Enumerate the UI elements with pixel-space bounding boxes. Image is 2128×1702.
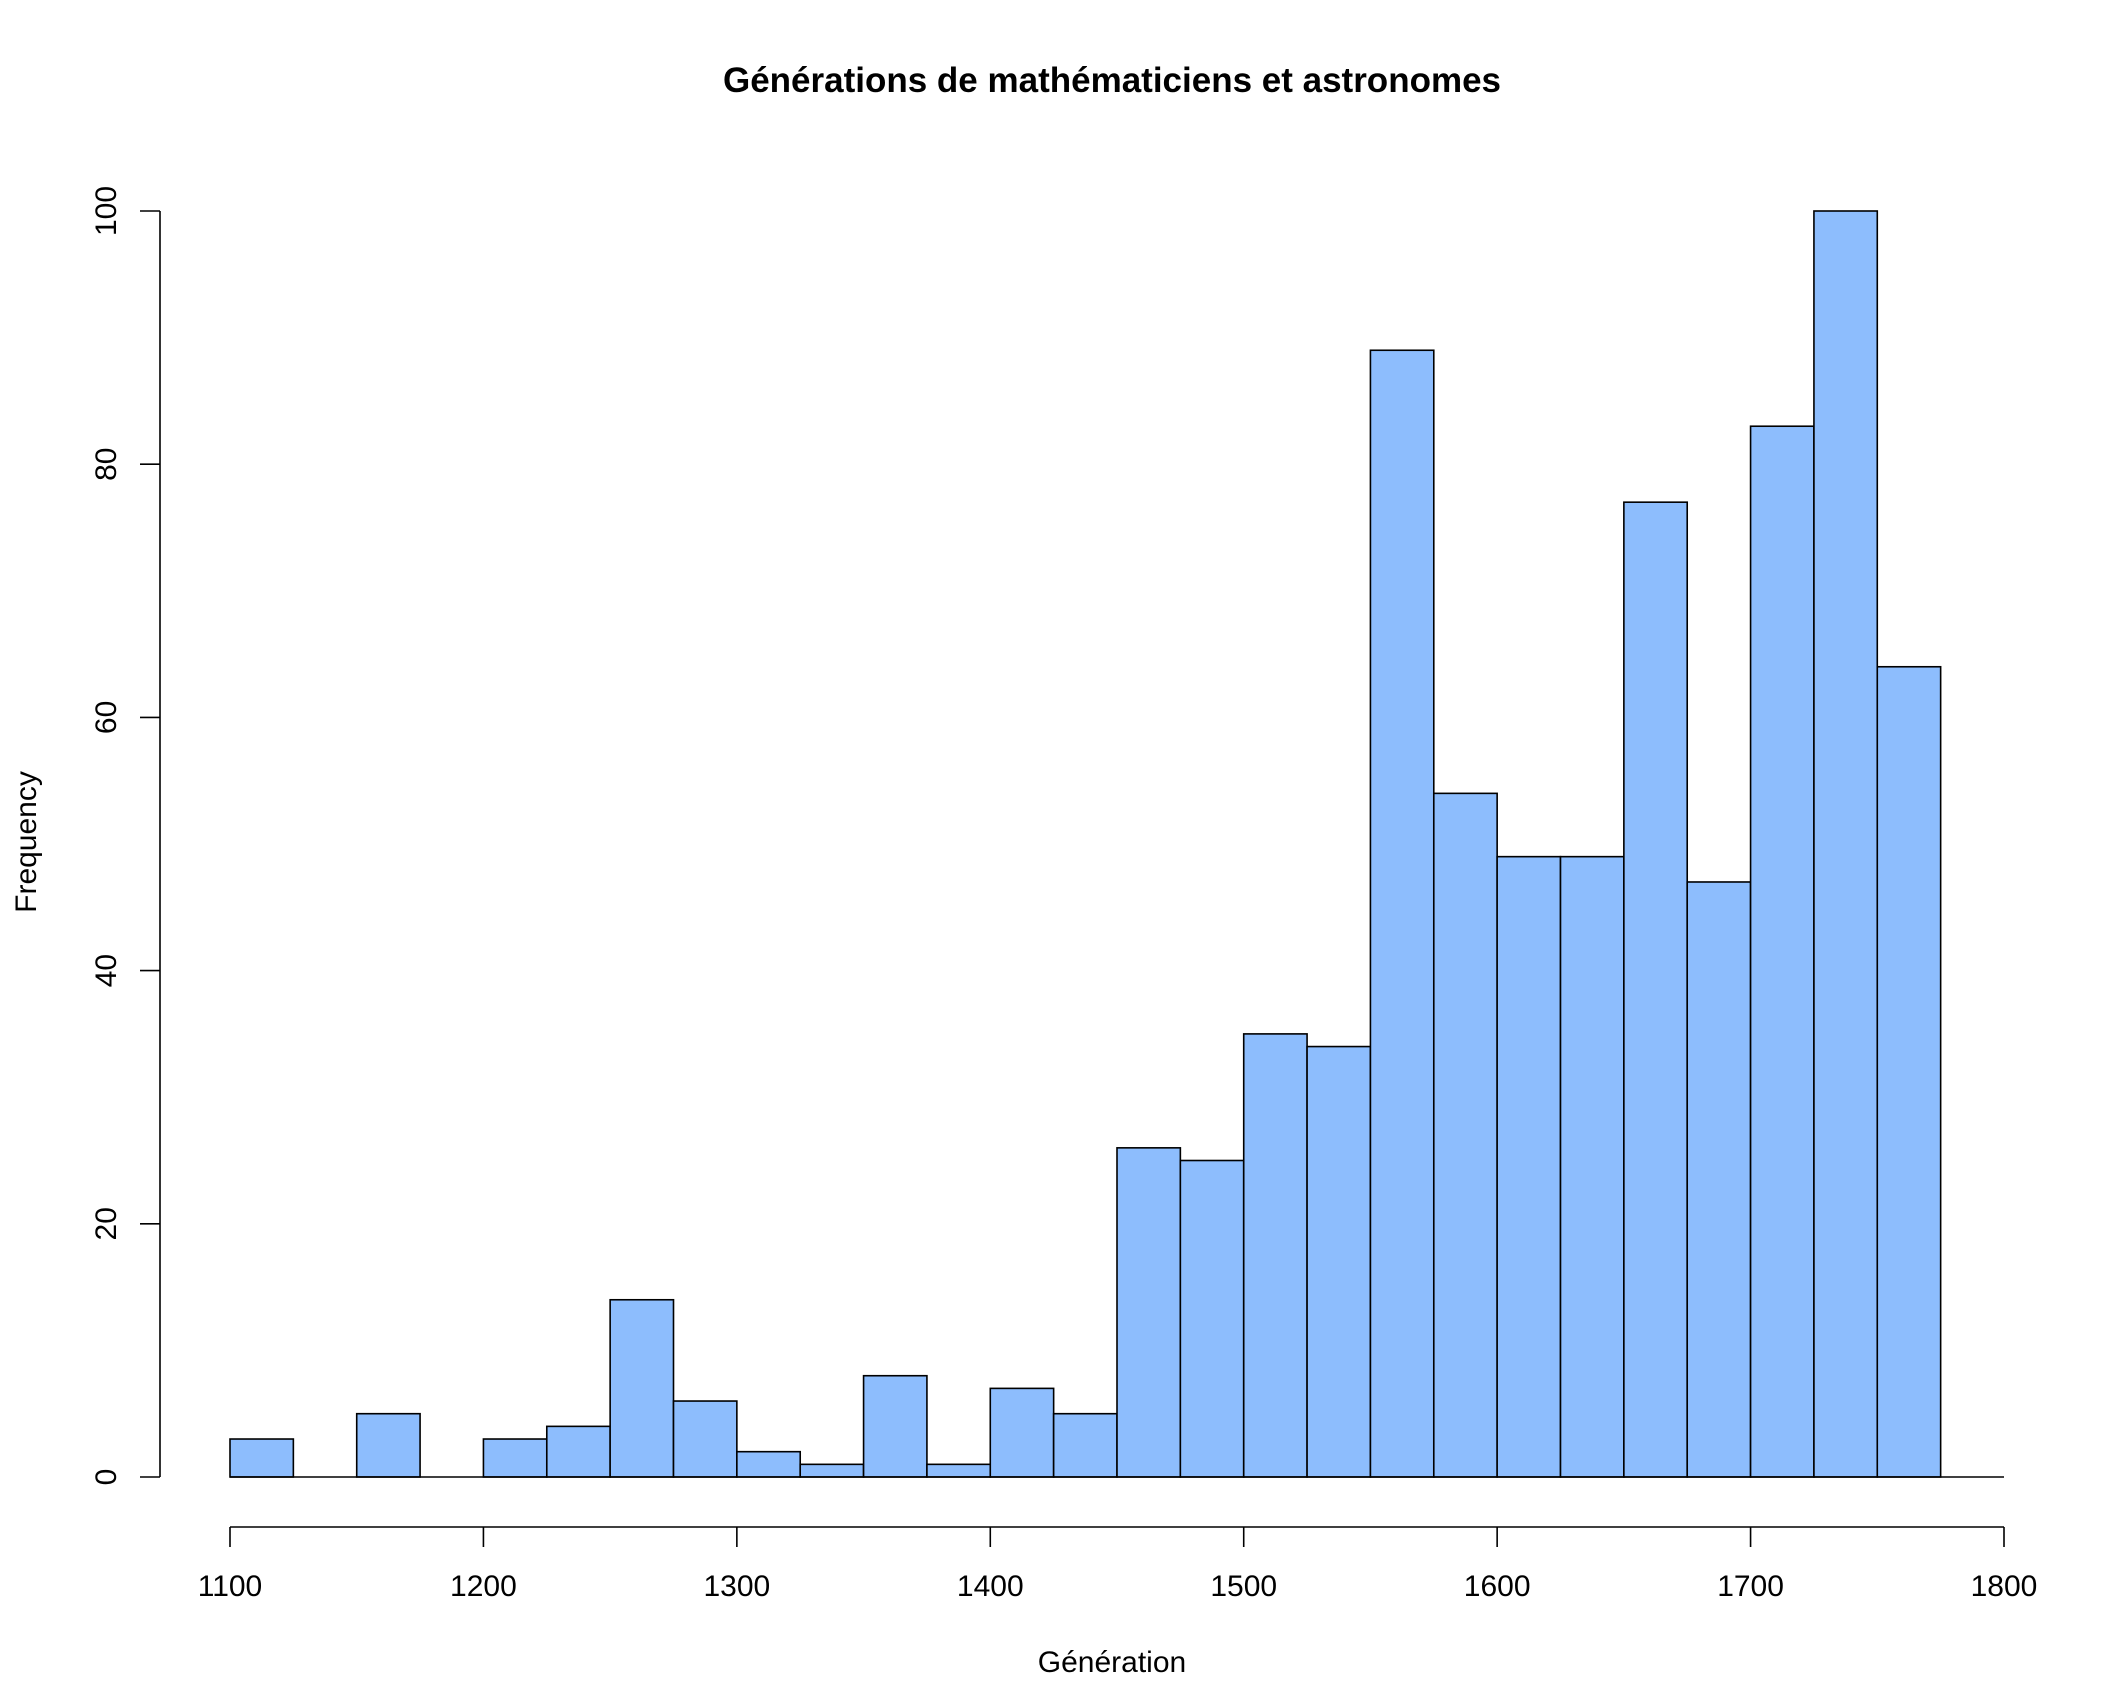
y-axis-label: Frequency — [10, 771, 43, 913]
x-tick-label: 1200 — [450, 1570, 517, 1603]
y-tick-label: 0 — [90, 1469, 123, 1486]
y-tick-label: 40 — [90, 954, 123, 987]
x-axis-label: Génération — [1038, 1646, 1186, 1679]
histogram-bar — [1559, 855, 1625, 1478]
histogram-bar — [545, 1425, 611, 1478]
histogram-bar — [1242, 1033, 1308, 1478]
x-tick-label: 1300 — [703, 1570, 770, 1603]
histogram-bar — [609, 1298, 675, 1478]
x-tick-label: 1700 — [1717, 1570, 1784, 1603]
x-tick-label: 1800 — [1971, 1570, 2038, 1603]
histogram-bar — [229, 1438, 295, 1478]
histogram-bar — [926, 1463, 992, 1478]
x-tick-label: 1500 — [1210, 1570, 1277, 1603]
x-tick-label: 1600 — [1464, 1570, 1531, 1603]
histogram-bar — [1686, 881, 1752, 1478]
histogram-bar — [355, 1412, 421, 1478]
histogram-bar — [799, 1463, 865, 1478]
y-axis: 0 20 40 60 80 100 — [90, 186, 2004, 1485]
y-tick-label: 60 — [90, 701, 123, 734]
histogram-bar — [1116, 1147, 1182, 1478]
histogram-bar — [1432, 792, 1498, 1478]
x-tick-label: 1100 — [198, 1570, 263, 1603]
y-tick-label: 100 — [90, 186, 123, 236]
histogram-bar — [1496, 855, 1562, 1478]
histogram-bar — [1623, 501, 1689, 1478]
histogram-bar — [1306, 1045, 1372, 1478]
histogram-bar — [989, 1387, 1055, 1478]
histogram-bar — [1876, 665, 1942, 1478]
histogram-bar — [1179, 1159, 1245, 1478]
histogram-bar — [1749, 425, 1815, 1478]
x-tick-label: 1400 — [957, 1570, 1024, 1603]
chart-title: Générations de mathématiciens et astrono… — [723, 61, 1501, 100]
histogram-bar — [1052, 1412, 1118, 1478]
histogram-bar — [672, 1400, 738, 1478]
histogram-bar — [736, 1450, 802, 1478]
bars-group — [229, 210, 1942, 1478]
y-tick-label: 80 — [90, 448, 123, 481]
histogram-bar — [1369, 349, 1435, 1478]
y-tick-label: 20 — [90, 1207, 123, 1240]
histogram-bar — [1813, 210, 1879, 1478]
x-axis: 1100 1200 1300 1400 1500 1600 1700 1800 — [198, 1526, 2038, 1603]
histogram-bar — [862, 1374, 928, 1478]
histogram-bar — [482, 1438, 548, 1478]
